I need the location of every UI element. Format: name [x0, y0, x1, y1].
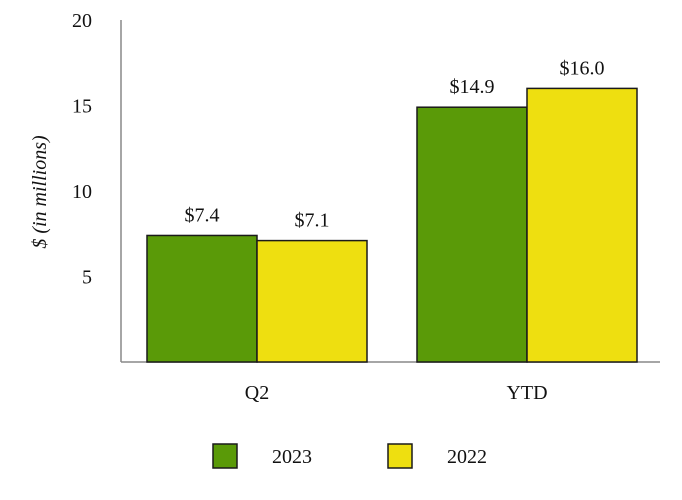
x-category-label: Q2 — [245, 382, 269, 404]
data-label: $16.0 — [560, 57, 605, 79]
y-tick-label: 5 — [82, 267, 92, 289]
x-category-label: YTD — [506, 382, 547, 404]
legend-label-2022: 2022 — [447, 446, 487, 468]
y-tick-label: 20 — [72, 10, 92, 32]
y-axis-title: $ (in millions) — [29, 135, 51, 249]
bar-q2-2023 — [146, 234, 258, 363]
data-label: $7.4 — [185, 204, 220, 226]
y-tick-label: 10 — [72, 181, 92, 203]
y-tick-label: 15 — [72, 96, 92, 118]
legend-swatch-2022 — [387, 443, 413, 469]
legend: 2023 2022 — [212, 443, 487, 469]
data-label: $7.1 — [295, 210, 330, 232]
legend-label-2023: 2023 — [272, 446, 312, 468]
plot-area: 5 10 15 20 $7.4 $7.1 Q2 $14.9 $16.0 YTD — [72, 10, 660, 404]
bar-q2-2022 — [256, 239, 368, 363]
data-label: $14.9 — [450, 76, 495, 98]
bar-ytd-2023 — [416, 106, 528, 363]
bar-ytd-2022 — [526, 87, 638, 363]
legend-swatch-2023 — [212, 443, 238, 469]
